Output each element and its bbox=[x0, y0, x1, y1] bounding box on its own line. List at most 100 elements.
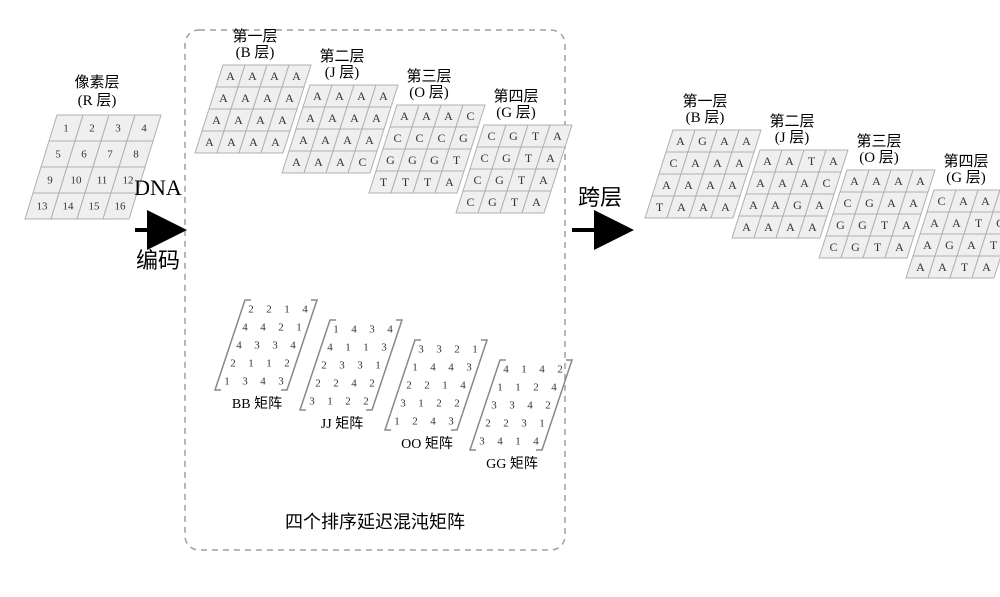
svg-text:A: A bbox=[205, 135, 214, 149]
diagram-root: 12345678910111213141516像素层(R 层)AAAAAAAAA… bbox=[0, 0, 1000, 597]
svg-text:T: T bbox=[961, 260, 969, 274]
svg-text:3: 3 bbox=[509, 400, 515, 412]
svg-text:(J 层): (J 层) bbox=[325, 65, 360, 81]
svg-text:A: A bbox=[749, 198, 758, 212]
svg-text:A: A bbox=[328, 111, 337, 125]
svg-text:第一层: 第一层 bbox=[232, 27, 277, 45]
svg-text:第三层: 第三层 bbox=[856, 132, 901, 150]
svg-text:4: 4 bbox=[503, 364, 509, 376]
svg-text:2: 2 bbox=[321, 360, 327, 372]
svg-text:4: 4 bbox=[497, 436, 503, 448]
svg-text:4: 4 bbox=[290, 340, 296, 352]
svg-text:C: C bbox=[358, 155, 366, 169]
svg-text:(J 层): (J 层) bbox=[775, 130, 810, 146]
svg-text:A: A bbox=[677, 200, 686, 214]
svg-text:G: G bbox=[851, 240, 860, 254]
svg-text:1: 1 bbox=[63, 123, 69, 135]
svg-text:A: A bbox=[313, 89, 322, 103]
svg-text:A: A bbox=[756, 176, 765, 190]
svg-text:A: A bbox=[894, 174, 903, 188]
svg-text:像素层: 像素层 bbox=[74, 74, 119, 91]
svg-text:4: 4 bbox=[527, 400, 533, 412]
svg-text:4: 4 bbox=[260, 376, 266, 388]
svg-text:1: 1 bbox=[539, 418, 545, 430]
svg-text:A: A bbox=[227, 135, 236, 149]
svg-text:3: 3 bbox=[436, 344, 442, 356]
svg-text:A: A bbox=[952, 216, 961, 230]
svg-text:A: A bbox=[909, 196, 918, 210]
svg-text:1: 1 bbox=[497, 382, 503, 394]
svg-text:A: A bbox=[343, 133, 352, 147]
svg-text:3: 3 bbox=[242, 376, 248, 388]
svg-text:T: T bbox=[518, 173, 526, 187]
svg-text:C: C bbox=[473, 173, 481, 187]
svg-text:G: G bbox=[495, 173, 504, 187]
chaos-matrix-2: 33211443221431221243OO 矩阵 bbox=[385, 340, 487, 452]
svg-text:A: A bbox=[684, 178, 693, 192]
svg-text:9: 9 bbox=[47, 175, 53, 187]
svg-text:A: A bbox=[445, 175, 454, 189]
svg-text:A: A bbox=[930, 216, 939, 230]
svg-text:DNA: DNA bbox=[134, 175, 182, 200]
svg-text:A: A bbox=[532, 195, 541, 209]
svg-text:3: 3 bbox=[369, 324, 375, 336]
svg-text:T: T bbox=[975, 216, 983, 230]
svg-text:4: 4 bbox=[302, 304, 308, 316]
svg-text:A: A bbox=[764, 220, 773, 234]
svg-text:A: A bbox=[742, 220, 751, 234]
svg-text:第四层: 第四层 bbox=[493, 87, 538, 105]
svg-text:A: A bbox=[278, 113, 287, 127]
svg-text:A: A bbox=[314, 155, 323, 169]
svg-text:T: T bbox=[511, 195, 519, 209]
svg-text:A: A bbox=[735, 156, 744, 170]
svg-text:4: 4 bbox=[539, 364, 545, 376]
svg-text:A: A bbox=[212, 113, 221, 127]
svg-text:C: C bbox=[466, 109, 474, 123]
svg-text:A: A bbox=[829, 154, 838, 168]
svg-text:1: 1 bbox=[394, 416, 400, 428]
svg-text:4: 4 bbox=[448, 362, 454, 374]
svg-text:3: 3 bbox=[254, 340, 260, 352]
svg-text:A: A bbox=[850, 174, 859, 188]
pixel-layer-grid: 12345678910111213141516 bbox=[25, 115, 161, 219]
svg-text:G: G bbox=[698, 134, 707, 148]
svg-text:编码: 编码 bbox=[136, 248, 180, 273]
svg-text:(G 层): (G 层) bbox=[496, 105, 536, 121]
svg-text:4: 4 bbox=[351, 324, 357, 336]
svg-text:2: 2 bbox=[315, 378, 321, 390]
svg-text:A: A bbox=[800, 176, 809, 190]
svg-text:A: A bbox=[400, 109, 409, 123]
svg-text:4: 4 bbox=[460, 380, 466, 392]
chaos-matrix-0: 22144421433421121343BB 矩阵 bbox=[215, 300, 317, 412]
svg-text:1: 1 bbox=[515, 436, 521, 448]
svg-text:A: A bbox=[916, 174, 925, 188]
svg-text:2: 2 bbox=[248, 304, 254, 316]
svg-text:10: 10 bbox=[71, 175, 83, 187]
svg-text:1: 1 bbox=[345, 342, 351, 354]
svg-text:G: G bbox=[459, 131, 468, 145]
svg-text:4: 4 bbox=[533, 436, 539, 448]
svg-text:3: 3 bbox=[466, 362, 472, 374]
svg-text:2: 2 bbox=[424, 380, 430, 392]
svg-text:T: T bbox=[380, 175, 388, 189]
svg-text:OO 矩阵: OO 矩阵 bbox=[401, 436, 453, 452]
svg-text:1: 1 bbox=[266, 358, 272, 370]
svg-text:2: 2 bbox=[412, 416, 418, 428]
svg-text:G: G bbox=[408, 153, 417, 167]
svg-text:2: 2 bbox=[284, 358, 290, 370]
svg-text:3: 3 bbox=[491, 400, 497, 412]
svg-text:C: C bbox=[415, 131, 423, 145]
svg-text:2: 2 bbox=[266, 304, 272, 316]
svg-text:A: A bbox=[887, 196, 896, 210]
svg-text:1: 1 bbox=[363, 342, 369, 354]
svg-text:BB 矩阵: BB 矩阵 bbox=[232, 396, 282, 412]
svg-text:4: 4 bbox=[260, 322, 266, 334]
svg-text:2: 2 bbox=[436, 398, 442, 410]
svg-text:GG 矩阵: GG 矩阵 bbox=[486, 456, 538, 472]
svg-text:A: A bbox=[785, 154, 794, 168]
svg-text:A: A bbox=[771, 198, 780, 212]
svg-text:C: C bbox=[437, 131, 445, 145]
svg-text:A: A bbox=[706, 178, 715, 192]
svg-text:C: C bbox=[937, 194, 945, 208]
svg-text:6: 6 bbox=[81, 149, 87, 161]
